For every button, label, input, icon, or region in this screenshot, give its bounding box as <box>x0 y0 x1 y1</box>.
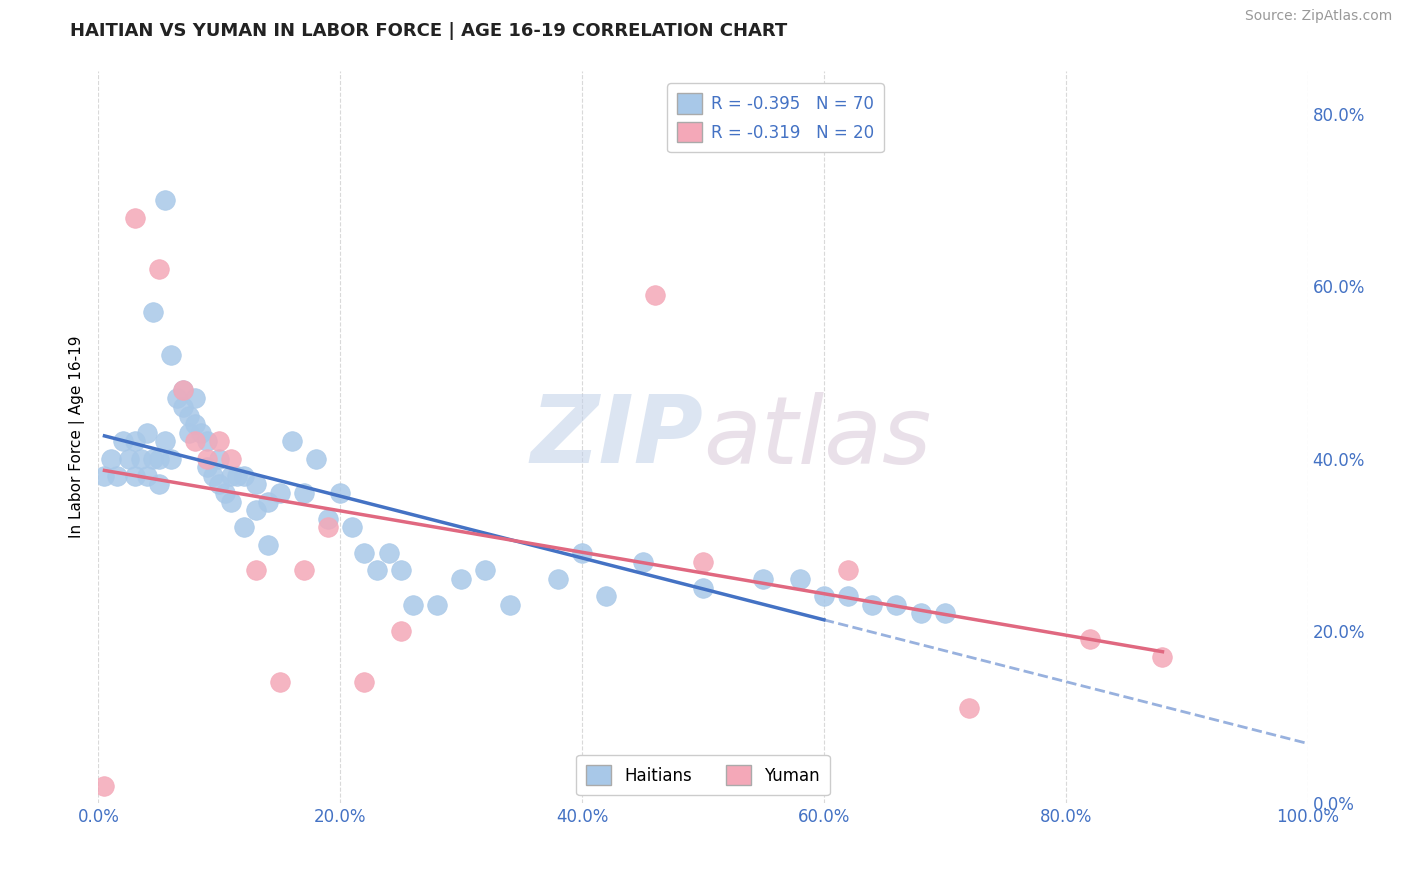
Point <box>208 451 231 466</box>
Point <box>353 546 375 560</box>
Point <box>269 486 291 500</box>
Point <box>208 477 231 491</box>
Point <box>100 451 122 466</box>
Point <box>148 451 170 466</box>
Point <box>148 477 170 491</box>
Point <box>93 468 115 483</box>
Point <box>129 451 152 466</box>
Point <box>195 451 218 466</box>
Point <box>837 589 859 603</box>
Point <box>692 555 714 569</box>
Point <box>221 468 243 483</box>
Point <box>208 434 231 449</box>
Point <box>135 425 157 440</box>
Point <box>813 589 835 603</box>
Point <box>245 503 267 517</box>
Point <box>269 675 291 690</box>
Point <box>124 468 146 483</box>
Point <box>292 486 315 500</box>
Point <box>1152 649 1174 664</box>
Point <box>426 598 449 612</box>
Point <box>232 520 254 534</box>
Point <box>752 572 775 586</box>
Point <box>305 451 328 466</box>
Point <box>631 555 654 569</box>
Point <box>214 486 236 500</box>
Point <box>292 564 315 578</box>
Point <box>135 468 157 483</box>
Point <box>153 434 176 449</box>
Point <box>142 451 165 466</box>
Point <box>316 520 339 534</box>
Point <box>692 581 714 595</box>
Point <box>389 564 412 578</box>
Point <box>172 383 194 397</box>
Point <box>934 607 956 621</box>
Point <box>195 434 218 449</box>
Text: HAITIAN VS YUMAN IN LABOR FORCE | AGE 16-19 CORRELATION CHART: HAITIAN VS YUMAN IN LABOR FORCE | AGE 16… <box>70 22 787 40</box>
Point <box>957 701 980 715</box>
Point <box>153 194 176 208</box>
Point <box>860 598 883 612</box>
Point <box>221 494 243 508</box>
Point <box>245 564 267 578</box>
Point <box>498 598 520 612</box>
Point <box>316 512 339 526</box>
Point <box>353 675 375 690</box>
Y-axis label: In Labor Force | Age 16-19: In Labor Force | Age 16-19 <box>69 335 84 539</box>
Point <box>595 589 617 603</box>
Point <box>232 468 254 483</box>
Point <box>644 288 666 302</box>
Point <box>366 564 388 578</box>
Point <box>166 392 188 406</box>
Point <box>377 546 399 560</box>
Point <box>184 417 207 432</box>
Point <box>160 348 183 362</box>
Point <box>124 211 146 225</box>
Point <box>910 607 932 621</box>
Point <box>342 520 364 534</box>
Point <box>142 305 165 319</box>
Point <box>190 425 212 440</box>
Point <box>179 409 201 423</box>
Point <box>547 572 569 586</box>
Point <box>111 434 134 449</box>
Point <box>329 486 352 500</box>
Point <box>93 779 115 793</box>
Text: ZIP: ZIP <box>530 391 703 483</box>
Point <box>886 598 908 612</box>
Point <box>202 468 225 483</box>
Point <box>172 400 194 414</box>
Text: atlas: atlas <box>703 392 931 483</box>
Point <box>184 392 207 406</box>
Point <box>837 564 859 578</box>
Point <box>402 598 425 612</box>
Point <box>148 262 170 277</box>
Point <box>179 425 201 440</box>
Point <box>256 494 278 508</box>
Point <box>789 572 811 586</box>
Point <box>281 434 304 449</box>
Point <box>105 468 128 483</box>
Point <box>226 468 249 483</box>
Point <box>389 624 412 638</box>
Point <box>1078 632 1101 647</box>
Point <box>160 451 183 466</box>
Text: Source: ZipAtlas.com: Source: ZipAtlas.com <box>1244 9 1392 23</box>
Point <box>172 383 194 397</box>
Point <box>474 564 496 578</box>
Point <box>256 538 278 552</box>
Point <box>450 572 472 586</box>
Point <box>124 434 146 449</box>
Point <box>571 546 593 560</box>
Point <box>118 451 141 466</box>
Point <box>195 460 218 475</box>
Point <box>245 477 267 491</box>
Point <box>221 451 243 466</box>
Point <box>184 434 207 449</box>
Legend: Haitians, Yuman: Haitians, Yuman <box>576 755 830 795</box>
